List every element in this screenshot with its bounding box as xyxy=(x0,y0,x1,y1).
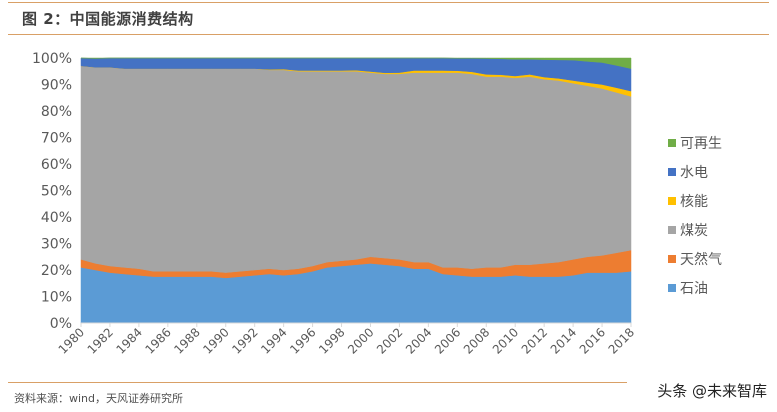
x-tick-label: 1996 xyxy=(287,325,318,356)
y-tick-label: 20% xyxy=(41,263,72,279)
legend-item-hydro: 水电 xyxy=(668,157,722,186)
x-tick-label: 1998 xyxy=(316,325,347,356)
legend-swatch-icon xyxy=(668,225,676,234)
watermark: 头条 @未来智库 xyxy=(657,382,767,400)
x-tick-label: 1990 xyxy=(200,325,231,356)
figure-title: 图 2：中国能源消费结构 xyxy=(22,10,194,28)
legend-label: 天然气 xyxy=(680,251,722,268)
legend-label: 石油 xyxy=(680,280,708,297)
x-tick-label: 1994 xyxy=(258,325,289,356)
y-tick-label: 80% xyxy=(41,104,72,120)
x-axis: 1980198219841986198819901992199419961998… xyxy=(56,322,637,357)
area-series xyxy=(80,57,632,69)
legend-item-oil: 石油 xyxy=(668,273,722,302)
legend-swatch-icon xyxy=(668,283,676,292)
x-tick-label: 2002 xyxy=(374,325,405,356)
y-tick-label: 0% xyxy=(50,316,72,332)
legend-swatch-icon xyxy=(668,254,676,263)
x-tick-label: 1992 xyxy=(229,325,260,356)
y-tick-label: 100% xyxy=(32,51,72,67)
legend-label: 煤炭 xyxy=(680,222,708,239)
x-tick-label: 1986 xyxy=(142,325,173,356)
header-top-rule xyxy=(8,2,769,3)
x-tick-label: 2010 xyxy=(490,325,521,356)
footer-rule xyxy=(8,382,627,383)
y-tick-label: 90% xyxy=(41,78,72,94)
legend-label: 水电 xyxy=(680,164,708,181)
x-tick-label: 2012 xyxy=(519,325,550,356)
x-tick-label: 2018 xyxy=(606,325,637,356)
legend-label: 可再生 xyxy=(680,135,722,152)
x-tick-label: 2008 xyxy=(461,325,492,356)
x-tick-label: 1984 xyxy=(114,325,145,356)
legend-item-nuclear: 核能 xyxy=(668,186,722,215)
x-tick-label: 1982 xyxy=(85,325,116,356)
x-tick-label: 1988 xyxy=(171,325,202,356)
legend-swatch-icon xyxy=(668,138,676,147)
legend-item-gas: 天然气 xyxy=(668,244,722,273)
area-series xyxy=(80,65,632,273)
x-tick-label: 2016 xyxy=(577,325,608,356)
legend-item-renewables: 可再生 xyxy=(668,128,722,157)
source-note: 资料来源：wind，天风证券研究所 xyxy=(14,392,184,405)
y-tick-label: 10% xyxy=(41,290,72,306)
chart-areas xyxy=(80,57,632,324)
y-tick-label: 40% xyxy=(41,210,72,226)
x-tick-label: 2004 xyxy=(403,325,434,356)
y-axis: 0% 10% 20% 30% 40% 50% 60% 70% 80% 90% 100% xyxy=(32,51,72,332)
y-tick-label: 30% xyxy=(41,237,72,253)
legend-item-coal: 煤炭 xyxy=(668,215,722,244)
y-tick-label: 50% xyxy=(41,184,72,200)
header-bottom-rule xyxy=(8,34,769,35)
legend-label: 核能 xyxy=(680,193,708,210)
chart-legend: 可再生 水电 核能 煤炭 天然气 石油 xyxy=(668,128,722,302)
y-tick-label: 60% xyxy=(41,157,72,173)
x-tick-label: 2000 xyxy=(345,325,376,356)
x-tick-label: 2006 xyxy=(432,325,463,356)
x-tick-label: 2014 xyxy=(548,325,579,356)
y-tick-label: 70% xyxy=(41,131,72,147)
legend-swatch-icon xyxy=(668,196,676,205)
legend-swatch-icon xyxy=(668,167,676,176)
